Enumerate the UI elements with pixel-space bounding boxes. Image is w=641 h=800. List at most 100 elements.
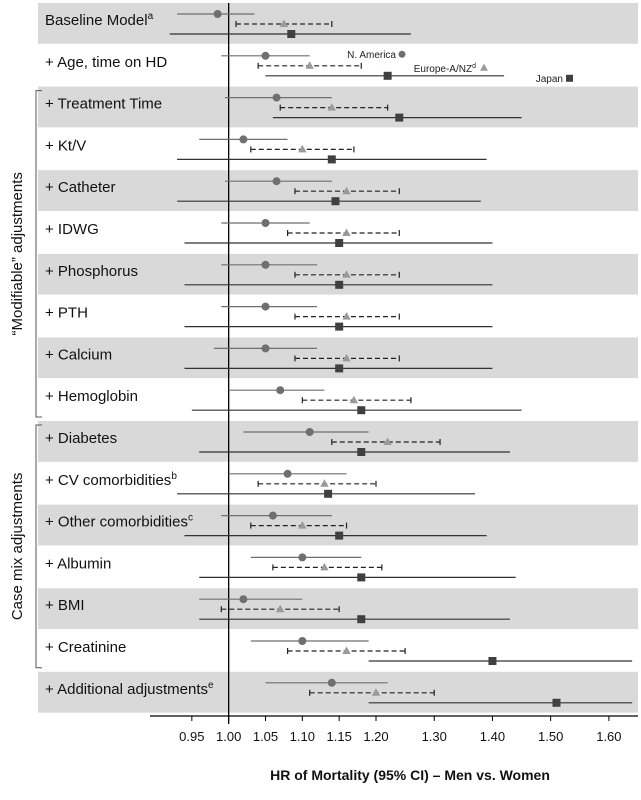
- row-label-7: + PTH: [45, 305, 88, 322]
- point-jp-3: [327, 155, 336, 164]
- point-na-13: [298, 553, 307, 562]
- x-tick-label-3: 1.10: [290, 729, 315, 744]
- point-eu-0: [279, 19, 289, 27]
- point-na-2: [272, 93, 281, 102]
- group-brackets: “Modifiable” adjustments Case mix adjustm…: [9, 90, 42, 669]
- row-label-10: + Diabetes: [45, 430, 117, 447]
- row-band-10: [38, 421, 638, 462]
- point-jp-8: [335, 364, 344, 373]
- row-label-4: + Catheter: [45, 179, 115, 196]
- point-na-1: [261, 51, 270, 60]
- point-eu-11: [320, 479, 329, 487]
- point-na-4: [272, 177, 281, 186]
- point-na-6: [261, 260, 270, 269]
- row-label-text: + Phosphorus: [45, 263, 138, 280]
- point-jp-16: [552, 698, 561, 707]
- point-eu-4: [342, 186, 351, 195]
- point-eu-8: [342, 353, 351, 362]
- row-band-14: [38, 588, 638, 629]
- point-eu-12: [298, 521, 307, 529]
- point-eu-3: [298, 144, 307, 153]
- legend-label-na: N. America: [347, 50, 396, 61]
- point-na-8: [261, 344, 270, 353]
- legend-label-eu: Europe-A/NZd: [414, 63, 476, 75]
- data-marks: [169, 10, 633, 707]
- row-label-5: + IDWG: [45, 221, 99, 238]
- point-jp-14: [357, 615, 366, 624]
- row-label-text: + Other comorbidities: [45, 514, 188, 531]
- point-na-3: [239, 135, 248, 144]
- point-jp-11: [324, 489, 333, 498]
- group-label-0: “Modifiable” adjustments: [9, 172, 26, 335]
- point-eu-6: [342, 270, 351, 278]
- point-jp-6: [335, 280, 344, 289]
- row-band-0: [38, 3, 638, 44]
- point-na-5: [261, 219, 270, 227]
- point-jp-13: [357, 573, 366, 582]
- x-tick-label-9: 1.60: [596, 729, 621, 744]
- row-label-text: + IDWG: [45, 221, 99, 238]
- group-bracket-0: [35, 90, 42, 418]
- row-label-11: + CV comorbiditiesb: [45, 471, 177, 489]
- legend-marker-eu: [480, 63, 488, 71]
- point-na-12: [268, 511, 277, 520]
- point-jp-1: [383, 71, 392, 80]
- x-tick-label-2: 1.05: [253, 729, 278, 744]
- row-label-14: + BMI: [45, 597, 85, 614]
- row-label-2: + Treatment Time: [45, 96, 162, 113]
- point-jp-10: [357, 448, 366, 456]
- row-label-sup: b: [171, 471, 177, 482]
- legend-label-eu-sup: d: [472, 63, 476, 70]
- point-eu-2: [327, 103, 336, 111]
- point-eu-13: [320, 562, 329, 571]
- point-jp-2: [395, 113, 404, 122]
- x-tick-label-0: 0.95: [179, 729, 204, 744]
- point-jp-5: [335, 239, 344, 247]
- row-label-3: + Kt/V: [45, 137, 86, 154]
- x-axis-title: HR of Mortality (95% CI) – Men vs. Women: [270, 767, 550, 783]
- row-label-sup: e: [208, 680, 214, 691]
- row-label-text: + Kt/V: [45, 137, 86, 154]
- row-label-sup: c: [188, 513, 193, 524]
- point-na-0: [213, 10, 222, 18]
- x-axis: 0.95 1.00 1.05 1.10 1.15 1.20 1.30 1.40 1.50 1.60: [150, 715, 638, 744]
- point-eu-5: [342, 228, 351, 236]
- row-label-12: + Other comorbiditiesc: [45, 513, 193, 531]
- x-tick-label-8: 1.50: [538, 729, 563, 744]
- row-label-8: + Calcium: [45, 346, 112, 363]
- point-eu-7: [342, 312, 351, 320]
- group-bracket-1: [35, 424, 42, 669]
- row-label-6: + Phosphorus: [45, 263, 138, 280]
- row-label-1: + Age, time on HD: [45, 54, 167, 71]
- x-tick-label-7: 1.40: [480, 729, 505, 744]
- point-na-15: [298, 637, 307, 645]
- point-jp-15: [488, 657, 497, 665]
- row-labels: Baseline Modela + Age, time on HD + Treatm…: [45, 11, 214, 698]
- point-jp-4: [331, 197, 340, 206]
- row-label-text: + Diabetes: [45, 430, 117, 447]
- point-eu-16: [371, 688, 381, 696]
- point-na-14: [239, 595, 248, 604]
- point-na-10: [305, 428, 314, 436]
- point-jp-12: [335, 531, 344, 540]
- x-tick-label-1: 1.00: [216, 729, 241, 744]
- row-label-sup: a: [148, 11, 154, 22]
- row-label-text: + Catheter: [45, 179, 115, 196]
- legend-label-eu-text: Europe-A/NZ: [414, 64, 472, 75]
- row-label-text: + Calcium: [45, 346, 112, 363]
- point-jp-0: [287, 30, 296, 38]
- row-label-text: + Age, time on HD: [45, 54, 167, 71]
- point-na-16: [327, 678, 336, 687]
- row-label-text: + CV comorbidities: [45, 472, 171, 489]
- point-na-11: [283, 469, 292, 478]
- row-label-15: + Creatinine: [45, 639, 126, 656]
- point-jp-7: [335, 322, 344, 331]
- row-label-text: + Albumin: [45, 555, 111, 572]
- row-label-0: Baseline Modela: [45, 11, 154, 29]
- row-label-text: + Treatment Time: [45, 96, 162, 113]
- legend: N. America Europe-A/NZd Japan: [347, 50, 573, 85]
- row-label-16: + Additional adjustmentse: [45, 680, 214, 698]
- legend-marker-na: [398, 50, 406, 58]
- point-na-7: [261, 302, 270, 311]
- row-label-text: Baseline Model: [45, 12, 148, 29]
